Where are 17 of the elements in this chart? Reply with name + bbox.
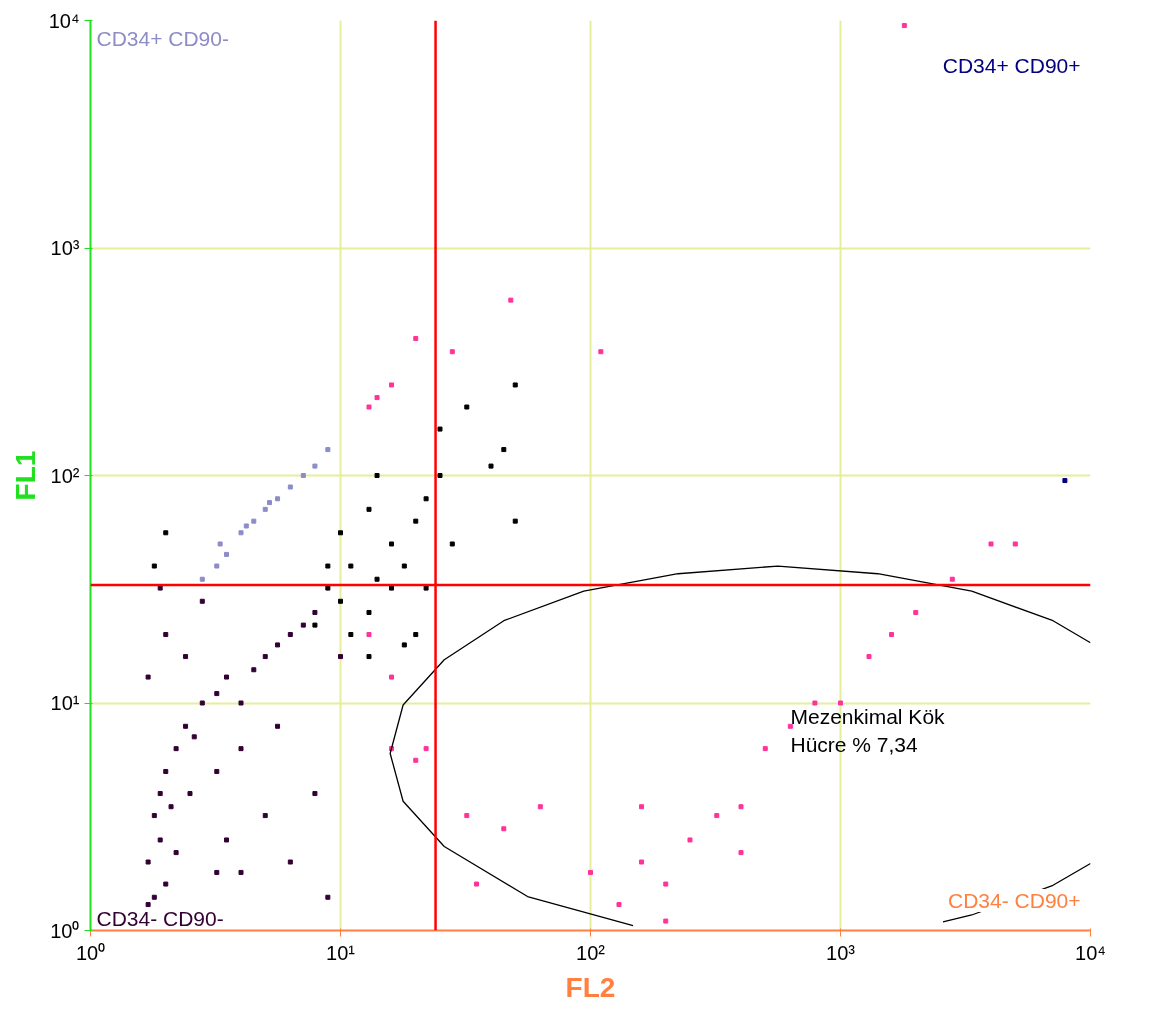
x-tick-label: 10¹ [326,941,356,964]
x-tick-label: 10⁰ [75,941,106,964]
annotation: CD34- CD90- [96,907,224,930]
annotation: Mezenkimal Kök Hücre % 7,34 [790,705,946,756]
annotation: CD34- CD90+ [948,889,1081,912]
y-tick-label: 10⁴ [48,9,80,32]
y-tick-label: 10⁰ [50,919,80,942]
x-axis-title: FL2 [565,971,616,1003]
x-tick-label: 10² [576,941,606,964]
x-tick-label: 10⁴ [1075,941,1106,964]
y-tick-label: 10¹ [50,692,80,714]
y-tick-label: 10² [50,464,80,487]
y-tick-label: 10³ [50,237,80,259]
annotation: CD34+ CD90+ [942,54,1081,77]
y-axis-title: FL1 [9,450,41,501]
x-tick-label: 10³ [826,941,856,964]
annotation: CD34+ CD90- [96,27,229,50]
